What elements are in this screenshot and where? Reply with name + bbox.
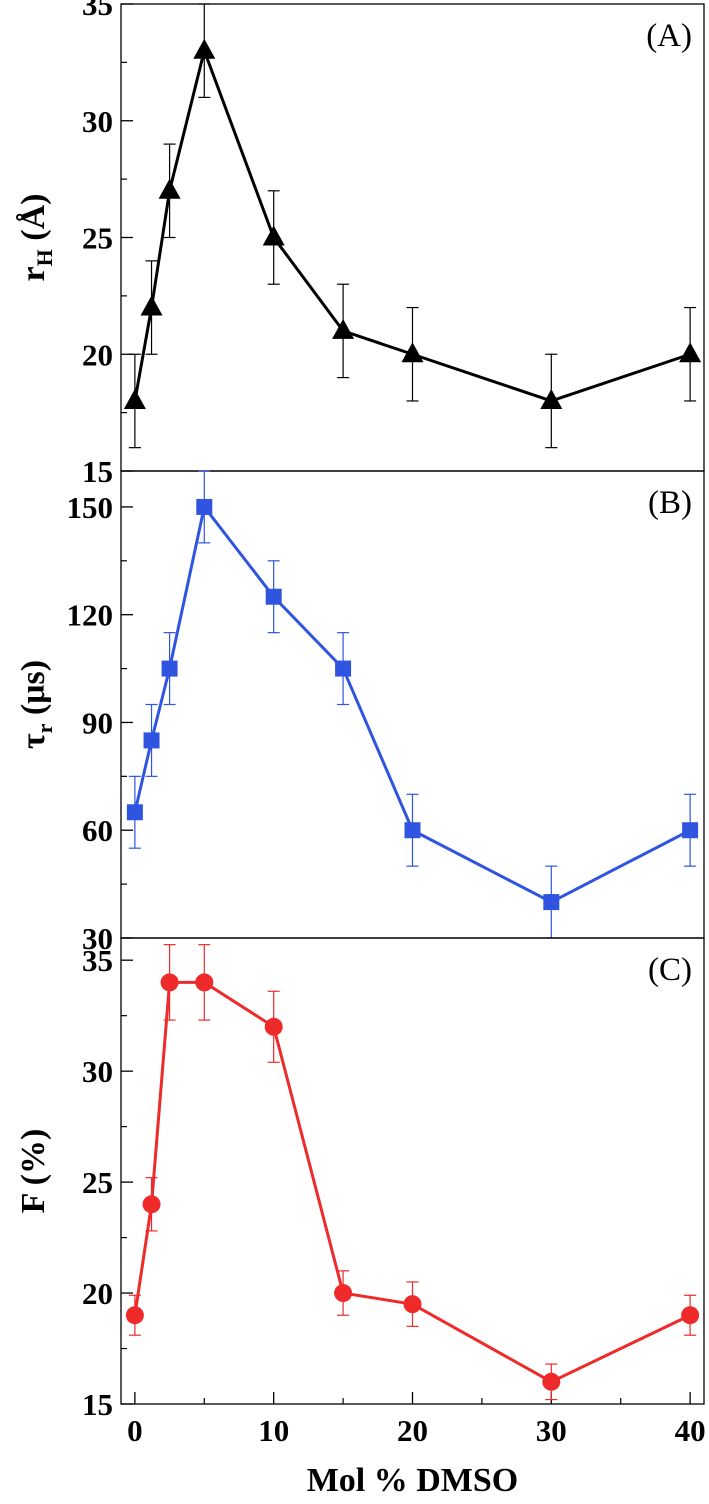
data-point (125, 1306, 144, 1325)
panel-label: (B) (648, 485, 692, 521)
plot-frame (120, 937, 705, 1405)
data-point (161, 660, 178, 677)
y-axis-title: F (%) (15, 1129, 52, 1214)
x-axis-title: Mol % DMSO (307, 1462, 519, 1499)
y-tick-label: 60 (82, 813, 113, 848)
data-point (403, 1295, 422, 1314)
panel-b: 30 60 90 120 150 (B) τr (μs) (15, 470, 705, 956)
data-point (679, 342, 702, 363)
data-point (540, 388, 563, 409)
data-point (196, 498, 213, 515)
data-point (142, 1195, 161, 1214)
y-tick-label: 15 (82, 1387, 113, 1422)
panel-label: (A) (646, 18, 692, 54)
y-tick-label: 30 (82, 104, 113, 139)
data-point (193, 38, 216, 59)
data-point (334, 1284, 353, 1303)
data-point (158, 178, 181, 199)
panel-c: 15 20 25 30 35 0 10 20 30 40 (C) F (%) Mol % DMSO (15, 937, 706, 1499)
y-tick-label: 20 (82, 337, 113, 372)
data-point (195, 973, 214, 992)
data-point (543, 894, 560, 911)
data-point (143, 732, 160, 749)
data-point (265, 588, 282, 605)
y-tick-label: 35 (82, 0, 113, 22)
y-tick-label: 35 (82, 943, 113, 978)
data-point (332, 318, 355, 339)
data-point (335, 660, 352, 677)
data-point (542, 1372, 561, 1391)
x-tick-label: 30 (536, 1413, 567, 1448)
y-tick-label: 150 (67, 490, 114, 525)
x-tick-label: 40 (675, 1413, 706, 1448)
x-tick-label: 0 (127, 1413, 143, 1448)
data-point (123, 388, 146, 409)
data-point (682, 822, 699, 839)
x-tick-label: 20 (397, 1413, 428, 1448)
data-point (160, 973, 179, 992)
data-point (264, 1017, 283, 1036)
data-point (681, 1306, 700, 1325)
y-tick-label: 15 (82, 454, 113, 489)
panel-a: 15 20 25 30 35 (A) rH (Å) (15, 0, 705, 489)
data-point (262, 225, 285, 246)
y-tick-label: 90 (82, 705, 113, 740)
y-tick-label: 20 (82, 1276, 113, 1311)
y-tick-label: 25 (82, 1165, 113, 1200)
data-point (140, 295, 163, 316)
data-point (401, 342, 424, 363)
data-point (126, 804, 143, 821)
y-axis-title: rH (Å) (15, 194, 57, 282)
y-tick-label: 120 (67, 598, 114, 633)
panel-label: (C) (648, 952, 692, 988)
y-tick-label: 30 (82, 921, 113, 956)
y-tick-label: 25 (82, 221, 113, 256)
y-tick-label: 30 (82, 1054, 113, 1089)
y-axis-title: τr (μs) (15, 660, 57, 749)
x-tick-label: 10 (258, 1413, 289, 1448)
data-point (404, 822, 421, 839)
